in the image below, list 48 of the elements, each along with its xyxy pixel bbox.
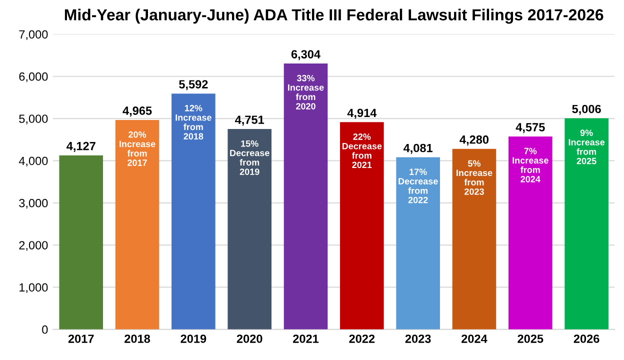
data-label: 4,575 (516, 123, 545, 134)
bar (452, 148, 496, 330)
y-tick-label: 6,000 (19, 72, 48, 82)
bar (340, 122, 384, 330)
annotation: 17% Decrease from 2022 (398, 168, 438, 204)
x-tick-label: 2018 (124, 334, 150, 343)
y-tick-label: 0 (42, 325, 48, 334)
data-label: 4,914 (347, 108, 377, 119)
bar (284, 64, 328, 330)
annotation: 20% Increase from 2017 (120, 131, 156, 166)
annotation: 15% Decrease from 2019 (230, 140, 270, 175)
x-tick-label: 2023 (405, 334, 431, 343)
bar (508, 136, 552, 330)
y-tick-label: 3,000 (19, 198, 48, 209)
y-tick-label: 4,000 (18, 156, 48, 167)
y-tick-label: 5,000 (19, 114, 48, 124)
y-tick-label: 1,000 (20, 283, 48, 294)
chart-title: Mid-Year (January-June) ADA Title III Federal Lawsuit Filings 2017-2026 (64, 8, 604, 24)
data-label: 4,081 (403, 144, 433, 154)
x-tick-label: 2020 (236, 334, 262, 343)
annotation: 9% Increase from 2025 (568, 130, 605, 164)
annotation: 7% Increase from 2024 (512, 148, 548, 182)
annotation: 33% Increase from 2020 (288, 74, 324, 110)
bar (228, 129, 272, 330)
data-label: 6,304 (291, 50, 320, 60)
y-tick-label: 2,000 (19, 241, 48, 251)
bar (564, 118, 608, 330)
x-tick-label: 2017 (68, 334, 94, 343)
bar (59, 155, 104, 330)
annotation: 5% Increase from 2023 (456, 160, 492, 195)
data-label: 4,127 (66, 142, 96, 152)
x-tick-label: 2024 (462, 334, 488, 343)
bar (396, 157, 440, 330)
bar (172, 94, 216, 330)
x-tick-label: 2026 (574, 334, 600, 343)
data-label: 5,006 (572, 104, 601, 115)
y-tick-label: 7,000 (19, 30, 48, 40)
annotation: 22% Decrease from 2021 (342, 134, 382, 168)
x-tick-label: 2025 (518, 334, 544, 343)
bar (115, 120, 160, 330)
annotation: 12% Increase from 2018 (176, 104, 212, 140)
data-label: 4,751 (235, 116, 264, 126)
x-tick-label: 2019 (180, 334, 206, 343)
x-tick-label: 2022 (349, 334, 375, 343)
data-label: 4,965 (122, 106, 152, 117)
data-label: 5,592 (179, 80, 208, 90)
data-label: 4,280 (460, 135, 489, 146)
x-tick-label: 2021 (293, 334, 319, 343)
